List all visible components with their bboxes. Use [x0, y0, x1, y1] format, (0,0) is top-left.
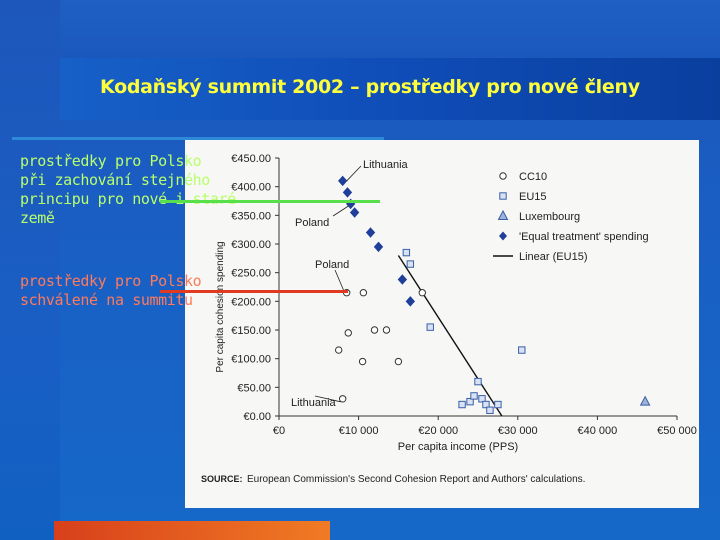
note2-line-2: schválené na summitu [20, 291, 193, 309]
equal-treatment-point [373, 241, 384, 253]
cc10-point [338, 395, 347, 403]
note1-line-1: prostředky pro Polsko [20, 152, 202, 170]
source-label: SOURCE: [201, 474, 243, 484]
annotation-arrow [314, 395, 341, 403]
bottom-decoration-bar [54, 521, 330, 540]
legend-label: EU15 [519, 191, 547, 203]
x-tick-label: €0 [273, 425, 285, 437]
equal-treatment-point [342, 187, 353, 198]
cc10-point [335, 346, 343, 354]
linear-eu15-trendline [397, 255, 503, 417]
cc10-point [382, 326, 391, 334]
eu15-point [474, 377, 482, 386]
x-tick-label: €10 000 [339, 425, 379, 437]
legend-label: 'Equal treatment' spending [519, 231, 649, 243]
eu15-point [402, 248, 411, 257]
eu15-point [486, 406, 494, 414]
equal-treatment-point [338, 175, 348, 187]
eu15-point [406, 260, 415, 268]
x-tick-label: €50 000 [657, 425, 697, 437]
equal-treatment-point [349, 207, 360, 218]
annotation-poland-top: Poland [295, 217, 329, 229]
chart-panel: €0.00 €50.00 €100.00 €150.00 €200.00 €250.00 €… [185, 140, 699, 508]
cc10-point [344, 329, 352, 337]
equal-treatment-point [365, 227, 376, 238]
y-tick-label: €50.00 [237, 382, 271, 394]
green-pointer-line [160, 200, 380, 203]
note1-line-2: při zachování stejného [20, 171, 210, 189]
eu15-point [518, 346, 526, 354]
annotation-poland-mid: Poland [315, 259, 349, 271]
annotation-arrow [346, 165, 362, 182]
y-tick-label: €250.00 [231, 268, 271, 280]
eu15-point [494, 400, 502, 409]
eu15-point [482, 400, 490, 409]
x-axis-label: Per capita income (PPS) [398, 441, 518, 453]
y-axis-label: Per capita cohesion spending [215, 241, 226, 372]
note-equal-treatment: prostředky pro Polsko při zachování stej… [20, 152, 236, 228]
source-text: European Commission's Second Cohesion Re… [247, 474, 585, 485]
title-band [60, 58, 720, 120]
luxembourg-point [639, 395, 651, 406]
equal-treatment-point [405, 296, 416, 307]
legend-label: Luxembourg [519, 211, 580, 223]
legend-marker-cc10 [499, 172, 507, 180]
cc10-point [359, 289, 368, 297]
eu15-point [426, 323, 434, 331]
top-band [0, 0, 720, 58]
annotation-lithuania-bottom: Lithuania [291, 397, 337, 409]
note-summit-approved: prostředky pro Polsko schválené na summi… [20, 272, 202, 310]
legend-marker-luxembourg [497, 209, 509, 220]
y-tick-label: €200.00 [231, 296, 271, 308]
cc10-point [418, 289, 426, 297]
title-underline [12, 137, 384, 140]
y-tick-label: €450.00 [231, 153, 271, 165]
red-pointer-line [160, 290, 348, 293]
y-tick-label: €350.00 [231, 210, 271, 222]
cc10-point [370, 326, 379, 334]
annotation-lithuania-top: Lithuania [363, 159, 409, 171]
eu15-point [458, 400, 466, 409]
legend-marker-eu15 [499, 192, 507, 200]
eu15-point [466, 397, 474, 406]
y-tick-label: €300.00 [231, 239, 271, 251]
annotation-arrow [334, 269, 346, 293]
equal-treatment-point [397, 274, 408, 285]
note1-line-3: principu pro nové i staré [20, 190, 236, 208]
y-tick-label: €0.00 [243, 411, 271, 423]
cc10-point [358, 357, 367, 366]
cc10-point [394, 357, 403, 366]
slide-title: Kodaňský summit 2002 – prostředky pro no… [100, 76, 640, 98]
eu15-point [470, 392, 478, 400]
left-decoration [0, 0, 60, 540]
note1-line-4: země [20, 209, 55, 227]
y-tick-label: €400.00 [231, 182, 271, 194]
annotation-arrow [332, 205, 349, 217]
legend-label: Linear (EU15) [519, 251, 587, 263]
x-tick-label: €30 000 [498, 425, 538, 437]
y-tick-label: €150.00 [231, 325, 271, 337]
x-tick-label: €20 000 [418, 425, 458, 437]
legend-marker-equal-treatment [499, 231, 507, 241]
legend-label: CC10 [519, 171, 547, 183]
scatter-chart: €0.00 €50.00 €100.00 €150.00 €200.00 €250.00 €… [201, 153, 697, 485]
y-tick-label: €100.00 [231, 354, 271, 366]
note2-line-1: prostředky pro Polsko [20, 272, 202, 290]
eu15-point [478, 395, 486, 403]
x-tick-label: €40 000 [578, 425, 618, 437]
